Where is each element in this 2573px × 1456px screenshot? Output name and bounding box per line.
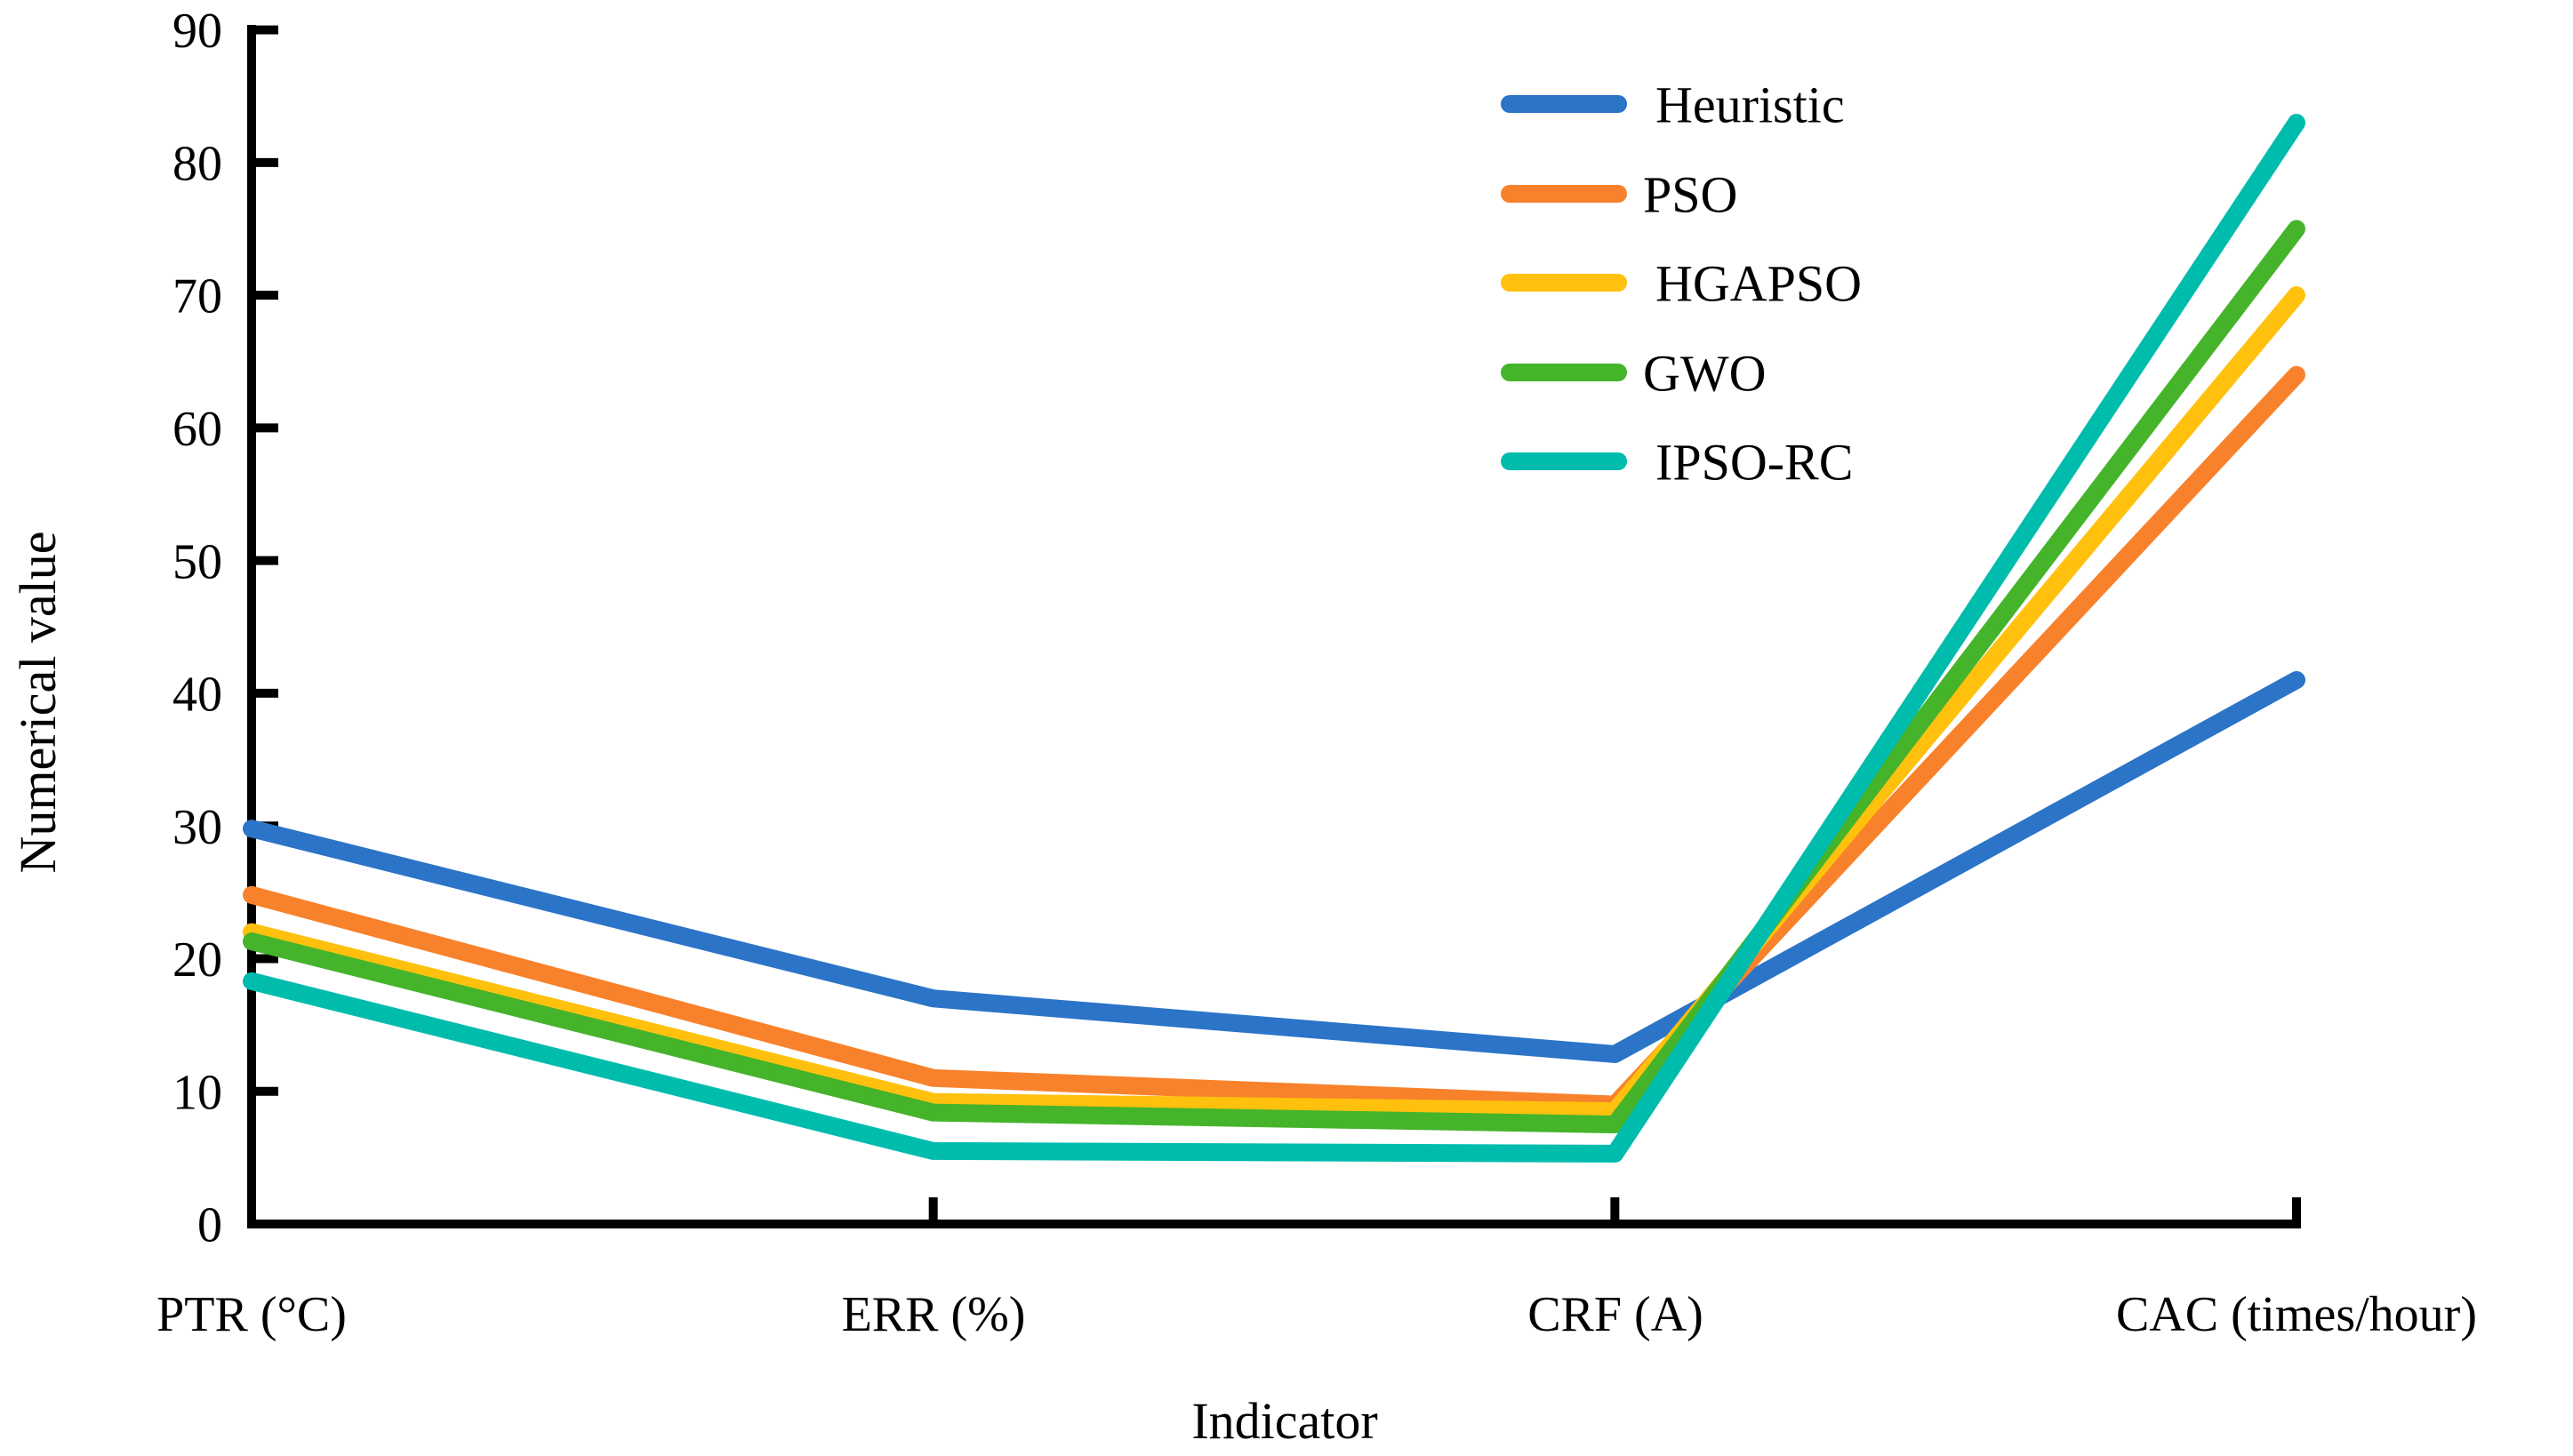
legend-label-gwo: GWO	[1643, 344, 1767, 402]
series-line-hgapso	[243, 286, 2305, 1121]
legend-label-heuristic: Heuristic	[1655, 76, 1845, 133]
series-line-ipso-rc	[243, 114, 2305, 1163]
y-tick-label: 50	[172, 534, 222, 589]
legend: Heuristic PSO HGAPSO GWO IPSO-RC	[1501, 76, 1862, 491]
y-tick-label: 0	[197, 1198, 222, 1253]
y-tick-label: 70	[172, 269, 222, 324]
x-tick-label-crf: CRF (A)	[1527, 1287, 1703, 1342]
legend-item-hgapso: HGAPSO	[1501, 254, 1862, 312]
legend-label-hgapso: HGAPSO	[1655, 254, 1862, 312]
series-line-gwo	[243, 220, 2305, 1134]
series-lines-layer	[243, 114, 2305, 1163]
legend-label-pso: PSO	[1643, 165, 1737, 223]
y-tick-label: 90	[172, 4, 222, 59]
series-line-heuristic	[243, 671, 2305, 1063]
x-tick-label-ptr: PTR (°C)	[156, 1287, 347, 1342]
y-tick-label: 60	[172, 402, 222, 457]
y-tick-labels: 0 10 20 30 40 50 60 70 80 90	[172, 4, 222, 1252]
x-tick-label-err: ERR (%)	[842, 1287, 1026, 1342]
y-tick-label: 40	[172, 668, 222, 723]
x-axis-title: Indicator	[1191, 1392, 1377, 1450]
y-tick-label: 30	[172, 800, 222, 855]
legend-label-ipso-rc: IPSO-RC	[1655, 433, 1853, 491]
legend-item-ipso-rc: IPSO-RC	[1501, 433, 1853, 491]
legend-item-heuristic: Heuristic	[1501, 76, 1845, 133]
series-line-pso	[243, 365, 2305, 1114]
x-tick-label-cac: CAC (times/hour)	[2116, 1287, 2477, 1342]
y-tick-label: 80	[172, 136, 222, 191]
y-tick-label: 20	[172, 932, 222, 988]
legend-item-gwo: GWO	[1501, 344, 1767, 402]
y-axis-title: Numerical value	[9, 532, 67, 874]
legend-item-pso: PSO	[1501, 165, 1737, 223]
y-tick-label: 10	[172, 1065, 222, 1120]
